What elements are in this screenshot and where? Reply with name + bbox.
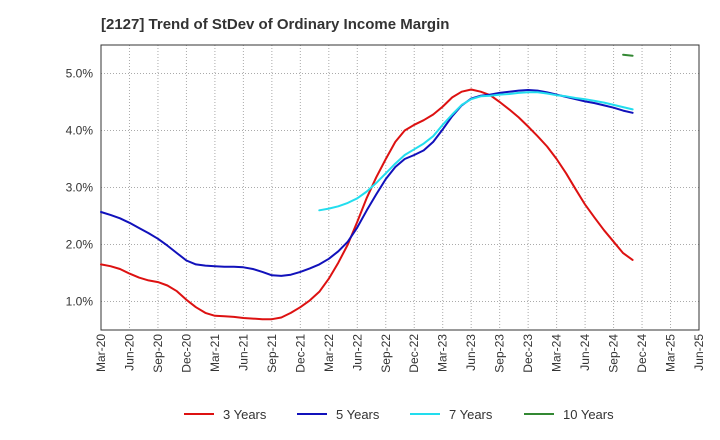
legend: 3 Years 5 Years 7 Years 10 Years [184,407,614,422]
x-tick-label: Mar-24 [550,334,564,372]
legend-label: 10 Years [563,407,614,422]
x-tick-label: Sep-22 [379,334,393,373]
y-tick-label: 1.0% [66,295,94,309]
y-tick-label: 5.0% [66,67,94,81]
x-tick-label: Mar-21 [208,334,222,372]
x-tick-label: Jun-24 [578,334,592,371]
series-line-5-years [100,89,634,277]
x-tick-label: Dec-20 [179,334,193,373]
x-tick-label: Sep-20 [151,334,165,373]
x-tick-label: Mar-25 [664,334,678,372]
legend-label: 7 Years [449,407,493,422]
y-tick-label: 4.0% [66,124,94,138]
x-tick-label: Dec-21 [293,334,307,373]
x-tick-label: Sep-21 [265,334,279,373]
x-tick-label: Jun-21 [236,334,250,371]
x-tick-label: Jun-23 [464,334,478,371]
series-line-7-years [318,91,634,212]
x-tick-label: Mar-23 [436,334,450,372]
x-tick-label: Jun-22 [350,334,364,371]
series-lines [100,53,634,321]
legend-label: 3 Years [223,407,267,422]
plot-frame [100,44,700,331]
x-tick-label: Sep-24 [607,334,621,373]
y-tick-label: 3.0% [66,181,94,195]
x-tick-label: Dec-22 [407,334,421,373]
chart-title: [2127] Trend of StDev of Ordinary Income… [101,16,449,33]
y-tick-label: 2.0% [66,238,94,252]
x-tick-label: Sep-23 [493,334,507,373]
legend-label: 5 Years [336,407,380,422]
x-tick-label: Mar-22 [322,334,336,372]
series-line-10-years [622,53,634,57]
series-line-3-years [100,88,634,321]
x-tick-label: Dec-24 [635,334,649,373]
x-tick-label: Jun-20 [122,334,136,371]
x-tick-label: Jun-25 [692,334,706,371]
axes: Mar-20 Jun-20 Sep-20 Dec-20 Mar-21 Jun-21 Sep-… [66,44,706,373]
grid [100,45,700,330]
x-tick-label: Dec-23 [521,334,535,373]
x-tick-label: Mar-20 [94,334,108,372]
